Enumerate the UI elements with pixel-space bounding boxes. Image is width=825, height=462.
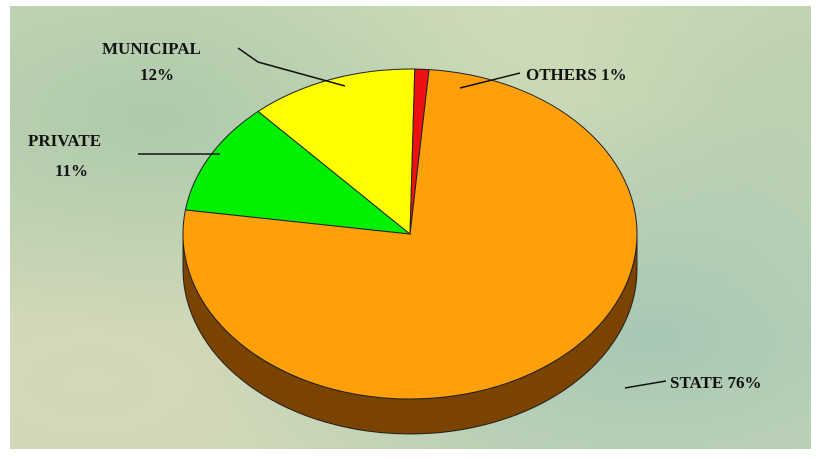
pie-slices	[182, 68, 638, 400]
label-state: STATE 76%	[670, 373, 761, 392]
pie-chart: MUNICIPAL 12% OTHERS 1% PRIVATE 11% STAT…	[28, 39, 761, 435]
pie-slice-others	[409, 68, 430, 235]
pie-slice-municipal	[257, 68, 416, 236]
label-private-pct: 11%	[55, 161, 88, 180]
pie-slice-private	[184, 110, 412, 235]
label-private-name: PRIVATE	[28, 131, 101, 150]
leader-municipal	[237, 47, 346, 87]
leader-others	[459, 72, 521, 89]
label-municipal-name: MUNICIPAL	[102, 39, 201, 58]
label-municipal-pct: 12%	[140, 65, 174, 84]
leader-lines	[138, 47, 667, 389]
chart-frame: MUNICIPAL 12% OTHERS 1% PRIVATE 11% STAT…	[10, 6, 811, 449]
label-others: OTHERS 1%	[526, 65, 627, 84]
leader-state	[624, 380, 667, 389]
